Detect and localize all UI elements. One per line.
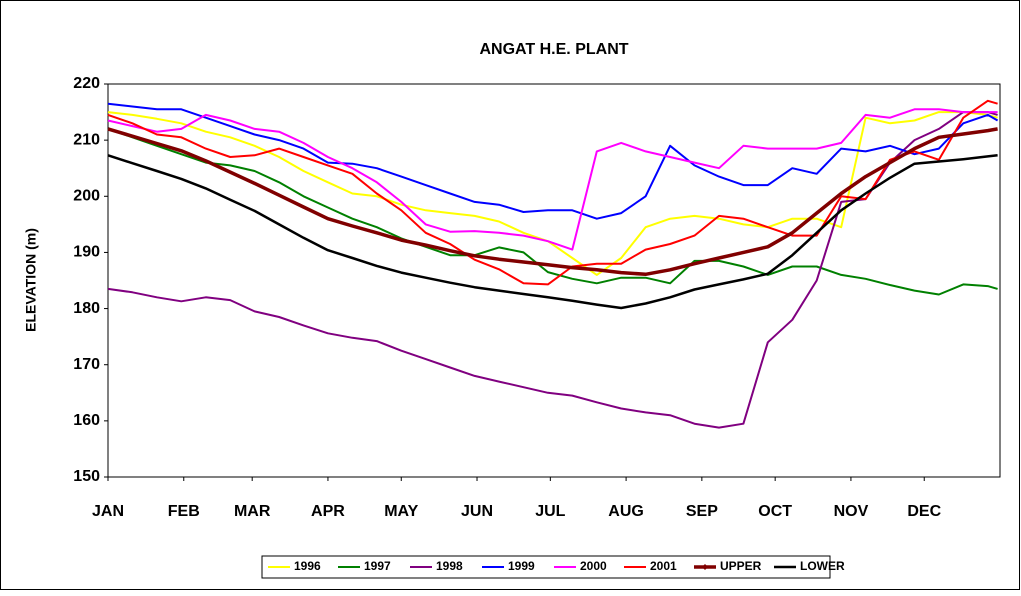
legend-box bbox=[261, 555, 831, 579]
y-tick-label: 180 bbox=[73, 300, 100, 317]
x-tick-label: OCT bbox=[758, 503, 792, 520]
x-tick-label: FEB bbox=[168, 503, 200, 520]
x-tick-label: SEP bbox=[686, 503, 718, 520]
y-tick-label: 200 bbox=[73, 188, 100, 205]
x-tick-label: NOV bbox=[834, 503, 869, 520]
series-line bbox=[107, 102, 999, 220]
series-line bbox=[107, 99, 998, 286]
y-tick-label: 190 bbox=[73, 244, 100, 261]
legend-label: 1999 bbox=[508, 559, 535, 573]
legend-marker bbox=[702, 564, 708, 570]
plot-area bbox=[107, 83, 1001, 478]
x-tick-label: AUG bbox=[608, 503, 644, 520]
legend-label: LOWER bbox=[800, 559, 845, 573]
x-tick-label: JAN bbox=[92, 503, 124, 520]
legend-label: UPPER bbox=[720, 559, 762, 573]
x-tick-label: JUN bbox=[461, 503, 493, 520]
y-tick-label: 170 bbox=[73, 356, 100, 373]
y-tick-label: 210 bbox=[73, 131, 100, 148]
x-tick-label: MAR bbox=[234, 503, 271, 520]
x-tick-label: MAY bbox=[384, 503, 418, 520]
chart-title: ANGAT H.E. PLANT bbox=[479, 41, 628, 58]
y-tick-label: 150 bbox=[73, 468, 100, 485]
series-line bbox=[107, 111, 998, 276]
y-tick-label: 160 bbox=[73, 412, 100, 429]
x-tick-label: APR bbox=[311, 503, 345, 520]
x-tick-label: JUL bbox=[535, 503, 565, 520]
series-line bbox=[107, 154, 998, 310]
series-line bbox=[107, 108, 998, 251]
y-tick-label: 220 bbox=[73, 75, 100, 92]
series-line bbox=[107, 127, 998, 277]
legend-label: 1996 bbox=[294, 559, 321, 573]
y-axis-label: ELEVATION (m) bbox=[23, 228, 39, 332]
legend-label: 1998 bbox=[436, 559, 463, 573]
legend-label: 1997 bbox=[364, 559, 391, 573]
legend-label: 2000 bbox=[580, 559, 607, 573]
legend-label: 2001 bbox=[650, 559, 677, 573]
x-tick-label: DEC bbox=[907, 503, 941, 520]
